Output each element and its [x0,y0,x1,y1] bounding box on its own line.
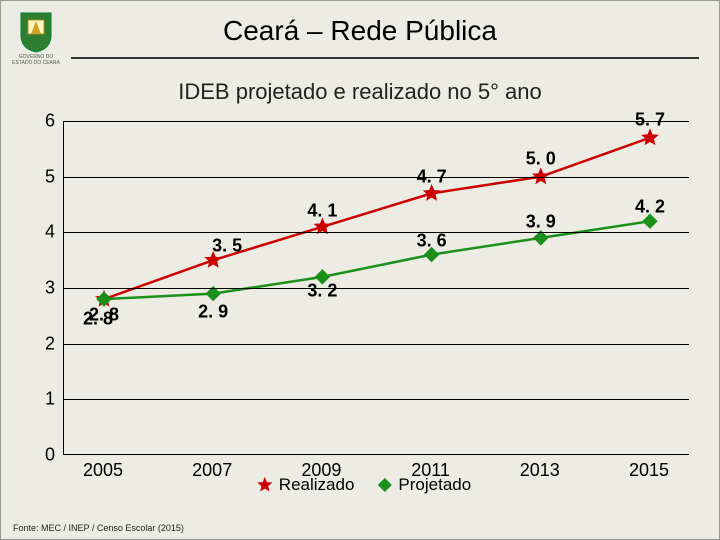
data-label: 5. 7 [635,109,665,130]
x-tick-label: 2015 [629,460,669,481]
data-label: 4. 1 [307,200,337,221]
gridline [64,232,689,233]
plot-area: 2. 83. 54. 14. 75. 05. 72. 82. 93. 23. 6… [63,121,689,455]
data-label: 2. 9 [198,301,228,322]
data-label: 3. 6 [417,230,447,251]
data-label: 3. 5 [212,236,242,257]
source-text: Fonte: MEC / INEP / Censo Escolar (2015) [13,523,184,533]
y-tick-label: 6 [25,111,55,132]
data-label: 2. 8 [83,309,113,330]
y-tick-label: 5 [25,166,55,187]
gridline [64,399,689,400]
gridline [64,121,689,122]
x-tick-label: 2005 [83,460,123,481]
subtitle: IDEB projetado e realizado no 5° ano [1,79,719,105]
series-line-realizado [104,138,650,299]
data-label: 5. 0 [526,148,556,169]
gridline [64,344,689,345]
data-label: 3. 2 [307,280,337,301]
marker-realizado [642,130,657,144]
star-icon [255,476,275,494]
x-tick-label: 2013 [520,460,560,481]
title-rule [71,57,699,59]
data-label: 4. 2 [635,197,665,218]
gridline [64,177,689,178]
chart: 2. 83. 54. 14. 75. 05. 72. 82. 93. 23. 6… [25,121,701,491]
y-tick-label: 3 [25,278,55,299]
page-title: Ceará – Rede Pública [1,15,719,47]
x-tick-label: 2009 [301,460,341,481]
data-label: 3. 9 [526,211,556,232]
logo-caption: GOVERNO DO ESTADO DO CEARÁ [11,55,61,66]
data-label: 4. 7 [417,167,447,188]
x-tick-label: 2011 [411,460,450,481]
gridline [64,288,689,289]
y-tick-label: 4 [25,222,55,243]
slide: GOVERNO DO ESTADO DO CEARÁ Ceará – Rede … [0,0,720,540]
x-tick-label: 2007 [192,460,232,481]
y-tick-label: 1 [25,389,55,410]
y-tick-label: 2 [25,333,55,354]
diamond-icon [374,476,394,494]
y-tick-label: 0 [25,445,55,466]
